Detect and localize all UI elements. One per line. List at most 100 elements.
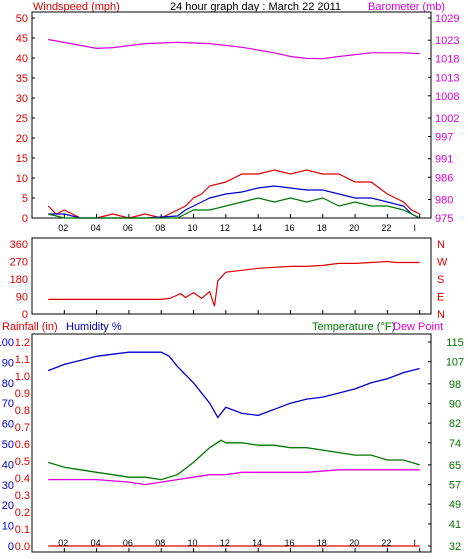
temperature-tick: 74 [449,438,461,450]
x-tick-label-weather: 10 [188,538,198,548]
humidity-tick: 40 [2,459,14,471]
x-tick-label-weather: 08 [155,538,165,548]
rainfall-tick: 1.0 [15,371,30,383]
panel-frame-dir [31,237,432,315]
temperature-tick: 41 [449,519,461,531]
humidity-tick: 0 [8,541,14,553]
x-tick-label-wind: 14 [252,223,262,233]
humidity-tick: 20 [2,500,14,512]
humidity-axis-label: Humidity % [66,321,122,333]
direction-tick: 360 [10,239,28,251]
rainfall-tick: 0.7 [15,422,30,434]
wind-series-line [48,38,420,60]
humidity-tick: 60 [2,419,14,431]
x-tick-label-wind: 04 [91,223,101,233]
x-tick-label-weather: 20 [349,538,359,548]
direction-tick: 90 [16,292,28,304]
compass-tick: N [437,239,445,251]
windspeed-tick: 35 [16,73,28,85]
humidity-tick: 90 [2,357,14,369]
rainfall-tick: 1.1 [15,354,30,366]
temperature-tick: 32 [449,541,461,553]
x-tick-label-wind: 02 [58,223,68,233]
chart-title: 24 hour graph day : March 22 2011 [170,1,341,13]
barometer-tick: 975 [435,213,453,225]
x-tick-label-wind: 06 [123,223,133,233]
x-tick-label-wind: 22 [381,223,391,233]
temperature-tick: 65 [449,460,461,472]
compass-tick: S [437,274,444,286]
barometer-tick: 997 [435,132,453,144]
windspeed-tick: 20 [16,133,28,145]
temperature-tick: 57 [449,480,461,492]
temperature-tick: 107 [446,357,464,369]
x-tick-label-wind: 08 [155,223,165,233]
temperature-tick: 82 [449,418,461,430]
humidity-tick: 70 [2,398,14,410]
windspeed-tick: 30 [16,93,28,105]
humidity-tick: 100 [0,337,14,349]
weather-series-line [48,439,420,481]
windspeed-tick: 0 [22,213,28,225]
windspeed-tick: 15 [16,153,28,165]
weather-series-line [47,351,420,419]
humidity-tick: 50 [2,439,14,451]
humidity-tick: 30 [2,480,14,492]
rainfall-axis-label: Rainfall (in) [2,321,58,333]
rainfall-tick: 1.2 [15,337,30,349]
compass-tick: W [437,257,448,269]
x-tick-label-wind: 10 [188,223,198,233]
x-tick-label-weather: 02 [58,538,68,548]
barometer-tick: 986 [435,172,453,184]
windspeed-axis-label: Windspeed (mph) [33,1,120,13]
compass-tick: N [437,309,445,321]
temperature-tick: 98 [449,379,461,391]
barometer-tick: 991 [435,154,453,166]
humidity-tick: 10 [2,521,14,533]
x-tick-label-weather: 14 [252,538,262,548]
x-tick-label-weather: 22 [381,538,391,548]
barometer-tick: 1002 [435,113,459,125]
x-tick-label-weather: 16 [284,538,294,548]
windspeed-tick: 50 [16,13,28,25]
barometer-tick: 1023 [435,35,459,47]
barometer-tick: 1029 [435,13,459,25]
rainfall-tick: 0.9 [15,388,30,400]
temperature-tick: 49 [449,499,461,511]
windspeed-tick: 45 [16,33,28,45]
windspeed-tick: 10 [16,173,28,185]
rainfall-tick: 0.6 [15,439,30,451]
x-tick-label-wind: 16 [284,223,294,233]
temperature-axis-label: Temperature (°F) [312,321,395,333]
x-tick-label-weather: 04 [91,538,101,548]
windspeed-tick: 5 [22,193,28,205]
temperature-tick: 115 [446,337,464,349]
x-tick-label-weather: 12 [220,538,230,548]
wind-series-line [47,169,420,219]
rainfall-tick: 0.8 [15,405,30,417]
x-tick-label-weather: 18 [317,538,327,548]
rainfall-tick: 0.5 [15,456,30,468]
temperature-tick: 90 [449,398,461,410]
barometer-tick: 1013 [435,72,459,84]
compass-tick: E [437,292,444,304]
barometer-axis-label: Barometer (mb) [368,1,445,13]
direction-tick: 0 [22,309,28,321]
x-tick-label-wind: 20 [349,223,359,233]
rainfall-tick: 0.2 [15,507,30,519]
panel-frame-wind [31,11,432,219]
windspeed-tick: 25 [16,113,28,125]
weather-series-line [48,469,420,486]
rainfall-tick: 0.1 [15,524,30,536]
direction-series-line [48,260,420,307]
rainfall-tick: 0.3 [15,490,30,502]
barometer-tick: 1018 [435,54,459,66]
direction-tick: 180 [10,274,28,286]
dewpoint-axis-label: Dew Point [393,321,443,333]
x-tick-label-wind: 18 [317,223,327,233]
barometer-tick: 980 [435,194,453,206]
direction-tick: 270 [10,257,28,269]
wind-series-line [48,197,420,219]
